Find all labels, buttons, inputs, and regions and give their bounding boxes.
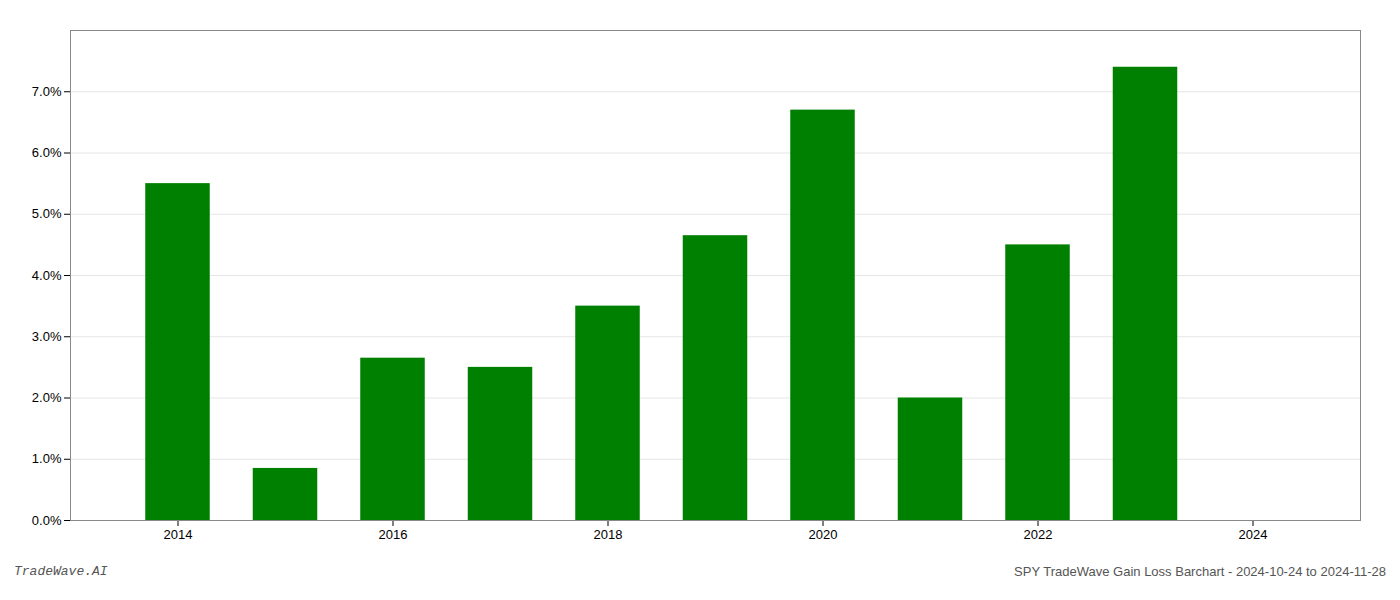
- html-text:SPY TradeWave Gain Loss Barcha: SPY TradeWave Gain Loss Barchart - 2024-…: [1014, 564, 1386, 579]
- svg-text:0.0%: 0.0%: [32, 513, 62, 528]
- svg-text:3.0%: 3.0%: [32, 329, 62, 344]
- html-text:TradeWave.AI: TradeWave.AI: [14, 564, 108, 579]
- svg-text:2.0%: 2.0%: [32, 390, 62, 405]
- svg-text:2016: 2016: [379, 527, 408, 542]
- svg-text:6.0%: 6.0%: [32, 145, 62, 160]
- svg-text:5.0%: 5.0%: [32, 206, 62, 221]
- svg-text:7.0%: 7.0%: [32, 84, 62, 99]
- svg-text:2024: 2024: [1239, 527, 1268, 542]
- svg-text:4.0%: 4.0%: [32, 268, 62, 283]
- svg-text:2018: 2018: [594, 527, 623, 542]
- svg-text:2014: 2014: [164, 527, 193, 542]
- svg-text:2020: 2020: [809, 527, 838, 542]
- svg-text:1.0%: 1.0%: [32, 451, 62, 466]
- svg-text:2022: 2022: [1024, 527, 1053, 542]
